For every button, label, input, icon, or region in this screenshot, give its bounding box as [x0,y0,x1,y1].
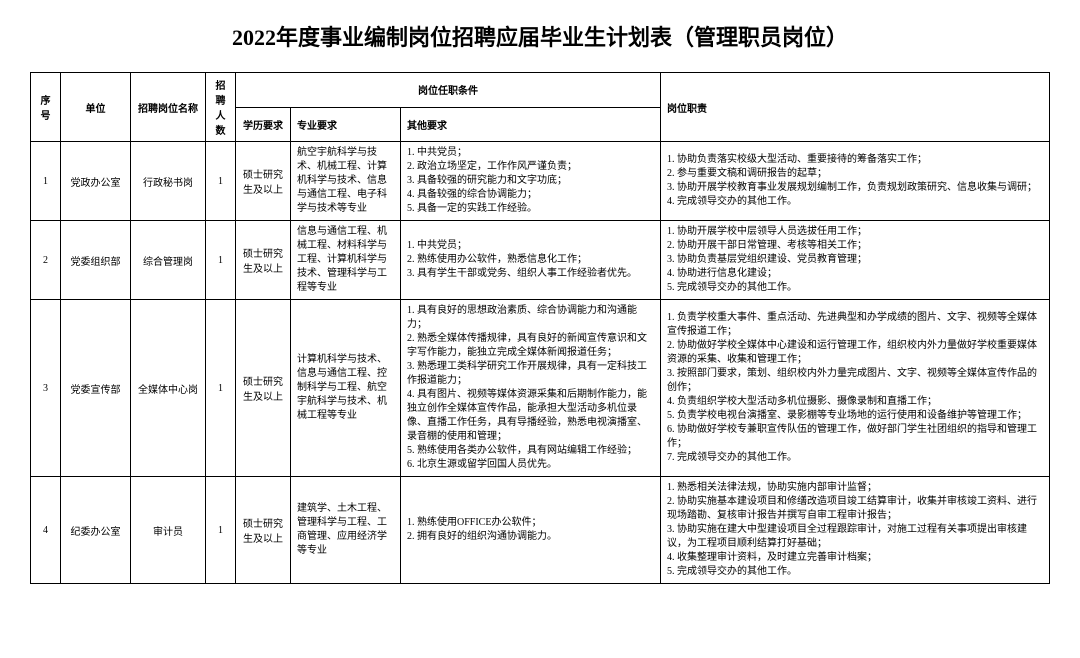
cell-seq: 2 [31,221,61,300]
cell-post: 综合管理岗 [131,221,206,300]
page-title: 2022年度事业编制岗位招聘应届毕业生计划表（管理职员岗位） [30,20,1050,52]
header-duty: 岗位职责 [661,73,1050,142]
cell-unit: 纪委办公室 [61,477,131,584]
cell-major: 信息与通信工程、机械工程、材料科学与工程、计算机科学与技术、管理科学与工程等专业 [291,221,401,300]
header-edu: 学历要求 [236,107,291,142]
cell-edu: 硕士研究生及以上 [236,221,291,300]
cell-seq: 1 [31,142,61,221]
cell-duty: 1. 协助开展学校中层领导人员选拔任用工作； 2. 协助开展干部日常管理、考核等… [661,221,1050,300]
header-count: 招聘人数 [206,73,236,142]
cell-edu: 硕士研究生及以上 [236,300,291,477]
cell-seq: 3 [31,300,61,477]
table-row: 2党委组织部综合管理岗1硕士研究生及以上信息与通信工程、机械工程、材料科学与工程… [31,221,1050,300]
cell-seq: 4 [31,477,61,584]
header-seq: 序号 [31,73,61,142]
recruitment-table: 序号 单位 招聘岗位名称 招聘人数 岗位任职条件 岗位职责 学历要求 专业要求 … [30,72,1050,584]
cell-other: 1. 具有良好的思想政治素质、综合协调能力和沟通能力； 2. 熟悉全媒体传播规律… [401,300,661,477]
cell-duty: 1. 熟悉相关法律法规，协助实施内部审计监督； 2. 协助实施基本建设项目和修缮… [661,477,1050,584]
cell-unit: 党委组织部 [61,221,131,300]
cell-edu: 硕士研究生及以上 [236,142,291,221]
header-conditions: 岗位任职条件 [236,73,661,108]
cell-other: 1. 中共党员； 2. 政治立场坚定，工作作风严谨负责； 3. 具备较强的研究能… [401,142,661,221]
header-other: 其他要求 [401,107,661,142]
table-row: 4纪委办公室审计员1硕士研究生及以上建筑学、土木工程、管理科学与工程、工商管理、… [31,477,1050,584]
cell-unit: 党委宣传部 [61,300,131,477]
cell-other: 1. 中共党员； 2. 熟练使用办公软件，熟悉信息化工作； 3. 具有学生干部或… [401,221,661,300]
cell-unit: 党政办公室 [61,142,131,221]
header-post: 招聘岗位名称 [131,73,206,142]
cell-count: 1 [206,221,236,300]
table-row: 3党委宣传部全媒体中心岗1硕士研究生及以上计算机科学与技术、信息与通信工程、控制… [31,300,1050,477]
cell-count: 1 [206,142,236,221]
cell-major: 计算机科学与技术、信息与通信工程、控制科学与工程、航空宇航科学与技术、机械工程等… [291,300,401,477]
cell-other: 1. 熟练使用OFFICE办公软件； 2. 拥有良好的组织沟通协调能力。 [401,477,661,584]
cell-post: 全媒体中心岗 [131,300,206,477]
cell-post: 审计员 [131,477,206,584]
cell-count: 1 [206,300,236,477]
cell-major: 航空宇航科学与技术、机械工程、计算机科学与技术、信息与通信工程、电子科学与技术等… [291,142,401,221]
table-row: 1党政办公室行政秘书岗1硕士研究生及以上航空宇航科学与技术、机械工程、计算机科学… [31,142,1050,221]
cell-duty: 1. 负责学校重大事件、重点活动、先进典型和办学成绩的图片、文字、视频等全媒体宣… [661,300,1050,477]
header-major: 专业要求 [291,107,401,142]
cell-edu: 硕士研究生及以上 [236,477,291,584]
cell-major: 建筑学、土木工程、管理科学与工程、工商管理、应用经济学等专业 [291,477,401,584]
cell-post: 行政秘书岗 [131,142,206,221]
cell-count: 1 [206,477,236,584]
cell-duty: 1. 协助负责落实校级大型活动、重要接待的筹备落实工作； 2. 参与重要文稿和调… [661,142,1050,221]
header-unit: 单位 [61,73,131,142]
